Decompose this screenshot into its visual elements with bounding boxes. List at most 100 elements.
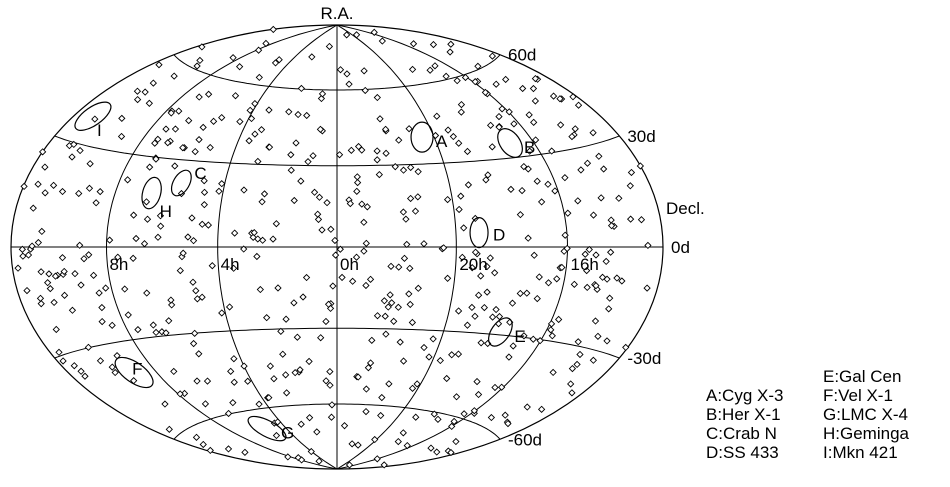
source-marker: [193, 62, 201, 70]
source-marker: [50, 298, 58, 307]
source-marker: [336, 245, 344, 253]
source-marker: [133, 87, 142, 95]
source-marker: [318, 90, 327, 98]
source-marker: [322, 317, 330, 326]
ra-gridline: [217, 24, 338, 470]
source-marker: [574, 338, 582, 346]
source-marker: [318, 226, 326, 234]
source-marker: [425, 353, 433, 361]
source-marker: [473, 377, 481, 386]
source-marker: [244, 377, 252, 385]
source-marker: [544, 180, 552, 188]
source-marker: [583, 266, 591, 275]
source-marker: [431, 62, 439, 70]
source-marker: [524, 165, 532, 173]
source-marker: [531, 74, 540, 83]
source-marker: [155, 61, 163, 69]
source-marker: [403, 441, 411, 450]
source-marker: [329, 282, 337, 290]
source-marker: [253, 252, 261, 261]
legend-entry: C:Crab N: [706, 424, 777, 443]
source-marker: [270, 375, 278, 383]
source-marker: [51, 272, 60, 280]
source-marker: [315, 457, 323, 465]
source-marker: [343, 70, 351, 78]
source-marker: [381, 312, 389, 320]
source-marker: [255, 400, 263, 408]
source-marker: [193, 295, 202, 303]
source-marker: [275, 56, 283, 64]
source-marker: [281, 371, 290, 379]
source-marker: [531, 97, 540, 105]
legend-entry: I:Mkn 421: [823, 443, 898, 462]
source-marker: [95, 289, 103, 297]
source-marker: [483, 288, 491, 296]
source-marker: [378, 393, 386, 402]
source-marker: [240, 245, 248, 253]
source-marker: [327, 225, 335, 233]
source-marker: [406, 264, 414, 272]
source-marker: [346, 199, 354, 208]
source-marker: [583, 283, 591, 292]
source-marker: [362, 239, 370, 247]
source-marker: [52, 325, 60, 334]
source-marker: [313, 428, 321, 436]
source-marker: [457, 108, 465, 116]
source-marker: [185, 116, 193, 125]
source-marker: [385, 380, 393, 388]
source-marker: [241, 448, 249, 456]
source-marker: [282, 315, 290, 323]
source-marker: [297, 177, 305, 185]
source-marker: [76, 241, 84, 249]
source-marker: [46, 284, 54, 293]
source-marker: [290, 196, 298, 205]
source-marker: [246, 106, 254, 114]
source-marker: [180, 389, 189, 398]
source-marker: [406, 300, 414, 309]
source-marker: [179, 249, 187, 257]
source-marker: [486, 121, 495, 129]
source-marker: [622, 343, 630, 352]
source-marker: [600, 165, 608, 173]
source-marker: [167, 109, 175, 117]
source-marker: [354, 142, 363, 151]
source-marker: [573, 360, 581, 369]
source-marker: [535, 273, 543, 281]
source-marker: [292, 139, 300, 147]
source-marker: [240, 186, 248, 194]
source-marker: [335, 151, 344, 159]
source-marker: [452, 437, 460, 446]
source-marker: [315, 193, 324, 201]
source-marker: [592, 282, 600, 290]
source-marker: [492, 80, 500, 88]
source-marker: [463, 321, 472, 329]
source-marker: [263, 313, 271, 322]
source-marker: [303, 111, 311, 120]
source-marker: [70, 140, 78, 149]
source-marker: [429, 40, 438, 49]
source-marker: [382, 149, 390, 157]
source-marker: [480, 303, 488, 312]
source-marker: [75, 189, 83, 198]
source-marker: [96, 187, 104, 196]
source-marker: [215, 187, 223, 195]
source-marker: [406, 194, 415, 203]
source-marker: [592, 251, 600, 259]
source-marker: [302, 273, 311, 282]
source-marker: [364, 364, 373, 372]
source-marker: [340, 422, 349, 430]
source-marker: [353, 187, 361, 195]
source-marker: [594, 332, 602, 340]
source-marker: [563, 244, 571, 253]
source-marker: [477, 339, 485, 347]
source-marker: [408, 65, 417, 74]
dec-axis-title: Decl.: [666, 199, 705, 218]
source-marker: [304, 158, 312, 166]
source-marker: [345, 80, 353, 88]
source-marker: [399, 357, 408, 365]
source-marker: [176, 390, 184, 398]
source-marker: [526, 147, 534, 155]
source-marker: [426, 66, 434, 74]
source-marker: [317, 334, 325, 342]
source-marker: [444, 126, 452, 134]
